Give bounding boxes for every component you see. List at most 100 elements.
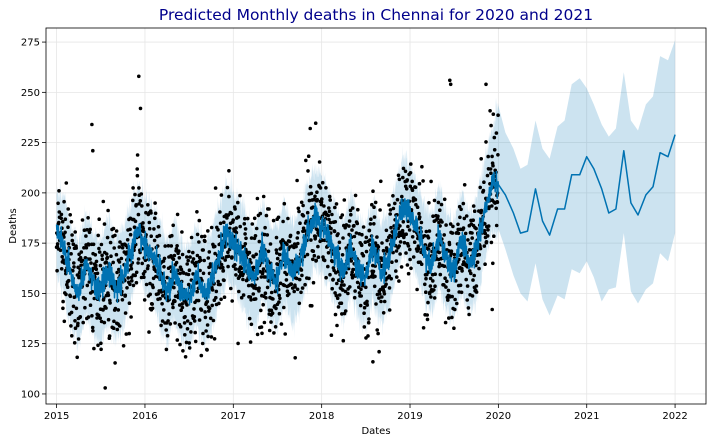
observed-point <box>55 242 60 246</box>
observed-point <box>92 296 97 301</box>
observed-point <box>398 252 402 256</box>
observed-point <box>380 295 384 299</box>
observed-point <box>318 186 323 190</box>
observed-point <box>174 247 179 251</box>
observed-point <box>151 285 155 290</box>
observed-point <box>387 203 391 207</box>
observed-point <box>119 256 124 261</box>
observed-point <box>127 331 131 336</box>
observed-point <box>171 257 176 262</box>
observed-point <box>274 306 278 311</box>
observed-point <box>149 234 153 238</box>
observed-point <box>102 222 107 226</box>
observed-point <box>327 206 331 210</box>
observed-point <box>187 341 191 345</box>
observed-point <box>185 319 190 323</box>
observed-point <box>99 242 104 247</box>
observed-point <box>267 328 272 333</box>
observed-point <box>361 253 366 258</box>
observed-point <box>90 314 94 318</box>
observed-point <box>187 346 192 350</box>
observed-point <box>364 249 369 254</box>
observed-point <box>104 306 108 310</box>
observed-point <box>61 299 65 304</box>
observed-point <box>413 197 418 202</box>
observed-point <box>313 121 318 125</box>
observed-point <box>172 285 176 290</box>
observed-point <box>192 314 197 319</box>
observed-point <box>277 311 282 316</box>
observed-point <box>369 217 373 221</box>
observed-point <box>128 232 133 237</box>
observed-point <box>253 234 258 238</box>
observed-point <box>197 240 201 244</box>
observed-point <box>387 286 392 290</box>
observed-point <box>400 194 404 199</box>
observed-point <box>61 258 66 262</box>
observed-point <box>263 225 267 230</box>
observed-point <box>432 288 436 292</box>
observed-point <box>450 315 454 320</box>
observed-point <box>322 258 327 263</box>
observed-point <box>266 249 271 254</box>
observed-point <box>307 198 312 203</box>
observed-point <box>222 278 226 283</box>
observed-point <box>331 277 335 282</box>
observed-point <box>226 213 231 217</box>
observed-point <box>69 324 73 328</box>
observed-point <box>404 232 409 236</box>
observed-point <box>183 315 187 319</box>
observed-point <box>443 276 447 281</box>
observed-point <box>81 320 85 325</box>
observed-point <box>272 331 276 335</box>
observed-point <box>378 292 382 296</box>
observed-point <box>225 185 230 190</box>
observed-point <box>282 201 287 206</box>
observed-point <box>431 279 435 283</box>
observed-point <box>409 266 413 271</box>
observed-point <box>159 323 163 328</box>
observed-point <box>162 256 167 261</box>
observed-point <box>106 293 111 298</box>
observed-point <box>343 225 348 230</box>
observed-point <box>214 289 219 294</box>
observed-point <box>492 234 496 238</box>
observed-point <box>319 200 324 204</box>
observed-point <box>275 251 279 255</box>
observed-point <box>203 239 207 243</box>
observed-point <box>316 255 321 259</box>
observed-point <box>421 179 425 183</box>
observed-point <box>371 189 375 193</box>
observed-point <box>347 219 352 223</box>
observed-point <box>180 305 185 310</box>
observed-point <box>133 273 137 278</box>
observed-point <box>222 295 227 300</box>
observed-point <box>254 226 259 231</box>
observed-point <box>367 317 371 321</box>
observed-point <box>259 308 263 313</box>
observed-point <box>124 332 129 336</box>
observed-point <box>261 270 265 274</box>
observed-point <box>153 211 158 216</box>
observed-point <box>312 253 317 258</box>
observed-point <box>123 311 128 315</box>
observed-point <box>236 200 240 205</box>
observed-point <box>382 299 387 304</box>
observed-point <box>180 230 184 234</box>
y-tick-label: 200 <box>21 188 40 199</box>
observed-point <box>362 305 367 310</box>
observed-point <box>152 238 157 243</box>
observed-point <box>172 253 177 258</box>
observed-point <box>150 306 155 311</box>
observed-point <box>89 261 93 265</box>
observed-point <box>472 209 477 213</box>
observed-point <box>378 208 382 212</box>
observed-point <box>328 220 333 225</box>
observed-point <box>184 340 189 345</box>
observed-point <box>456 231 461 236</box>
observed-point <box>136 261 140 265</box>
observed-point <box>71 304 76 309</box>
observed-point <box>73 326 78 331</box>
observed-point <box>427 201 431 205</box>
observed-point <box>188 255 192 259</box>
